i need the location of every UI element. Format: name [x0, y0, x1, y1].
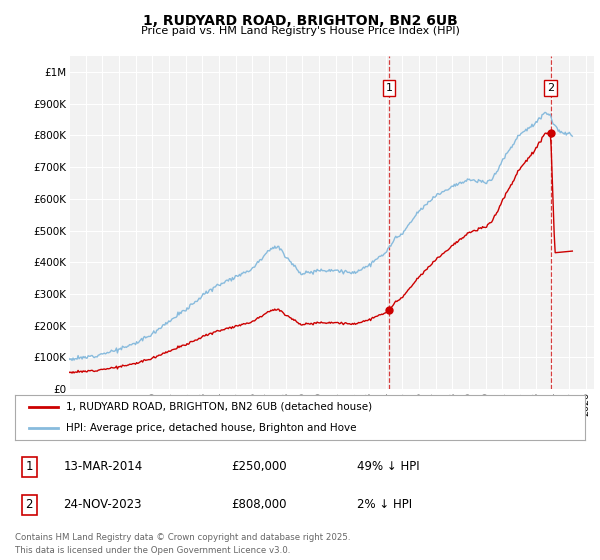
Text: 1: 1 [25, 460, 33, 473]
Text: 1: 1 [385, 83, 392, 93]
Text: 24-NOV-2023: 24-NOV-2023 [64, 498, 142, 511]
Text: Price paid vs. HM Land Registry's House Price Index (HPI): Price paid vs. HM Land Registry's House … [140, 26, 460, 36]
Text: 2: 2 [547, 83, 554, 93]
Text: 2% ↓ HPI: 2% ↓ HPI [357, 498, 412, 511]
Text: 1, RUDYARD ROAD, BRIGHTON, BN2 6UB: 1, RUDYARD ROAD, BRIGHTON, BN2 6UB [143, 14, 457, 28]
Text: Contains HM Land Registry data © Crown copyright and database right 2025.
This d: Contains HM Land Registry data © Crown c… [15, 533, 350, 554]
Text: £250,000: £250,000 [232, 460, 287, 473]
Text: £808,000: £808,000 [232, 498, 287, 511]
Text: 49% ↓ HPI: 49% ↓ HPI [357, 460, 419, 473]
Text: 1, RUDYARD ROAD, BRIGHTON, BN2 6UB (detached house): 1, RUDYARD ROAD, BRIGHTON, BN2 6UB (deta… [66, 402, 373, 412]
Text: HPI: Average price, detached house, Brighton and Hove: HPI: Average price, detached house, Brig… [66, 422, 357, 432]
Text: 2: 2 [25, 498, 33, 511]
Text: 13-MAR-2014: 13-MAR-2014 [64, 460, 143, 473]
